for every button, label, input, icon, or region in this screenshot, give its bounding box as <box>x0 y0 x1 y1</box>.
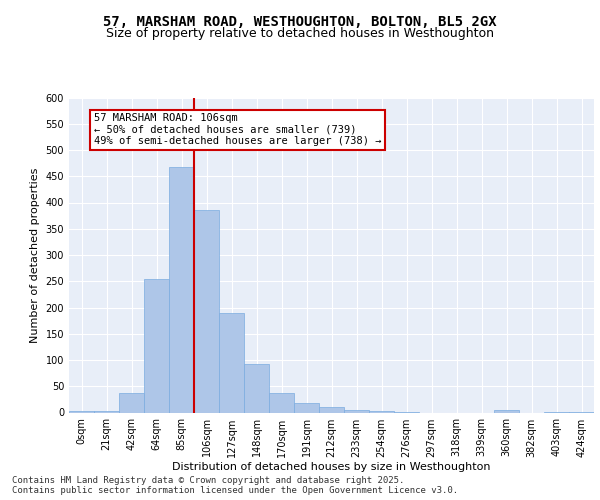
Bar <box>219 313 244 412</box>
Bar <box>369 411 394 412</box>
Bar <box>269 392 294 412</box>
Bar <box>169 168 194 412</box>
Text: 57 MARSHAM ROAD: 106sqm
← 50% of detached houses are smaller (739)
49% of semi-d: 57 MARSHAM ROAD: 106sqm ← 50% of detache… <box>94 114 382 146</box>
Y-axis label: Number of detached properties: Number of detached properties <box>30 168 40 342</box>
X-axis label: Distribution of detached houses by size in Westhoughton: Distribution of detached houses by size … <box>172 462 491 472</box>
Bar <box>144 278 169 412</box>
Bar <box>319 407 344 412</box>
Bar <box>194 210 219 412</box>
Text: 57, MARSHAM ROAD, WESTHOUGHTON, BOLTON, BL5 2GX: 57, MARSHAM ROAD, WESTHOUGHTON, BOLTON, … <box>103 16 497 30</box>
Bar <box>294 403 319 412</box>
Bar <box>344 410 369 412</box>
Bar <box>244 364 269 412</box>
Bar <box>494 410 519 412</box>
Text: Contains HM Land Registry data © Crown copyright and database right 2025.
Contai: Contains HM Land Registry data © Crown c… <box>12 476 458 495</box>
Text: Size of property relative to detached houses in Westhoughton: Size of property relative to detached ho… <box>106 28 494 40</box>
Bar <box>94 411 119 412</box>
Bar <box>119 392 144 412</box>
